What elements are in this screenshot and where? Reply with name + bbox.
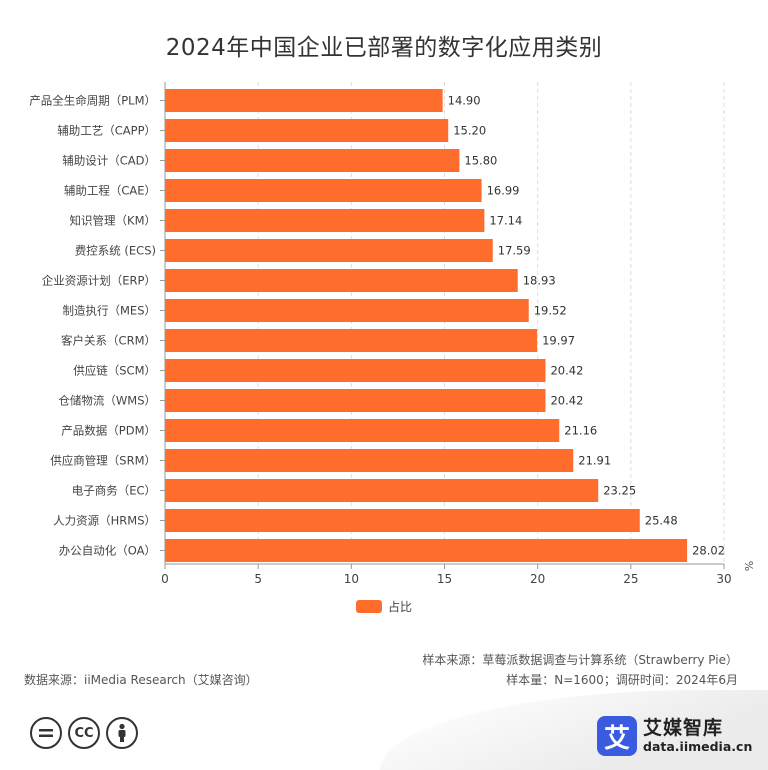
sample-size-note: 样本量：N=1600；调研时间：2024年6月 bbox=[506, 673, 738, 687]
value-label: 16.99 bbox=[487, 184, 520, 198]
iimedia-logo[interactable]: 艾 艾媒智库 data.iimedia.cn bbox=[597, 716, 752, 756]
bar bbox=[165, 479, 599, 502]
value-label: 21.16 bbox=[564, 424, 597, 438]
chart-title: 2024年中国企业已部署的数字化应用类别 bbox=[165, 35, 603, 61]
value-label: 25.48 bbox=[645, 514, 678, 528]
bar bbox=[165, 389, 546, 412]
cc-icon: CC bbox=[68, 717, 100, 749]
value-label: 19.97 bbox=[542, 334, 575, 348]
bar bbox=[165, 149, 460, 172]
category-label: 辅助设计（CAD） bbox=[62, 154, 156, 168]
bar bbox=[165, 179, 482, 202]
category-label: 费控系统 (ECS) bbox=[75, 244, 156, 258]
bar bbox=[165, 239, 493, 262]
bar bbox=[165, 119, 449, 142]
bar bbox=[165, 209, 485, 232]
value-label: 14.90 bbox=[448, 94, 481, 108]
category-label: 办公自动化（OA） bbox=[59, 544, 156, 558]
category-label: 知识管理（KM） bbox=[70, 214, 156, 228]
x-tick-label: 25 bbox=[623, 572, 638, 586]
value-label: 15.20 bbox=[453, 124, 486, 138]
value-label: 19.52 bbox=[534, 304, 567, 318]
value-label: 23.25 bbox=[603, 484, 636, 498]
category-label: 供应链（SCM） bbox=[73, 364, 156, 378]
category-label: 产品全生命周期（PLM） bbox=[29, 94, 156, 108]
category-label: 产品数据（PDM） bbox=[61, 424, 156, 438]
bar bbox=[165, 419, 560, 442]
logo-mark-icon: 艾 bbox=[597, 716, 637, 756]
x-axis-unit: % bbox=[742, 561, 755, 571]
legend[interactable]: 占比 bbox=[356, 598, 412, 615]
value-label: 17.14 bbox=[489, 214, 522, 228]
license-icons: CC bbox=[30, 717, 138, 749]
category-label: 辅助工艺（CAPP） bbox=[57, 124, 156, 138]
legend-swatch bbox=[356, 600, 382, 613]
bar bbox=[165, 299, 529, 322]
value-label: 20.42 bbox=[550, 394, 583, 408]
value-label: 20.42 bbox=[550, 364, 583, 378]
category-label: 制造执行（MES） bbox=[63, 304, 157, 318]
value-label: 18.93 bbox=[523, 274, 556, 288]
x-tick-label: 20 bbox=[530, 572, 545, 586]
bar-chart: 14.90 15.20 15.80 16.99 17.14 17.59 18.93 19.52… bbox=[29, 82, 755, 586]
logo-name: 艾媒智库 bbox=[643, 717, 724, 739]
bar bbox=[165, 539, 688, 562]
x-tick-label: 30 bbox=[716, 572, 731, 586]
value-label: 21.91 bbox=[578, 454, 611, 468]
axes: 0 5 10 15 20 25 30% 产品全生命周期（PLM） 辅助工艺（CAPP） 辅助设计（… bbox=[29, 82, 755, 586]
bar bbox=[165, 269, 518, 292]
bar bbox=[165, 449, 574, 472]
x-tick-label: 15 bbox=[437, 572, 452, 586]
person-icon bbox=[106, 717, 138, 749]
value-label: 15.80 bbox=[464, 154, 497, 168]
bar bbox=[165, 89, 443, 112]
legend-label: 占比 bbox=[388, 600, 413, 614]
category-label: 辅助工程（CAE） bbox=[64, 184, 156, 198]
value-label: 28.02 bbox=[692, 544, 725, 558]
sample-source-note: 样本来源：草莓派数据调查与计算系统（Strawberry Pie） bbox=[422, 653, 738, 667]
logo-text: 艾媒智库 data.iimedia.cn bbox=[643, 717, 752, 755]
x-tick-label: 10 bbox=[344, 572, 359, 586]
x-tick-label: 0 bbox=[161, 572, 169, 586]
logo-url: data.iimedia.cn bbox=[643, 739, 753, 754]
equal-icon bbox=[30, 717, 62, 749]
bars: 14.90 15.20 15.80 16.99 17.14 17.59 18.93 19.52… bbox=[165, 89, 725, 562]
category-label: 仓储物流（WMS） bbox=[58, 394, 156, 408]
cc-icon-text: CC bbox=[74, 725, 94, 741]
category-label: 供应商管理（SRM） bbox=[50, 454, 156, 468]
bar bbox=[165, 359, 546, 382]
category-label: 电子商务（EC） bbox=[72, 484, 156, 498]
category-label: 企业资源计划（ERP） bbox=[42, 274, 156, 288]
x-tick-label: 5 bbox=[254, 572, 262, 586]
bar bbox=[165, 329, 538, 352]
bar bbox=[165, 509, 640, 532]
data-source-note: 数据来源：iiMedia Research（艾媒咨询） bbox=[24, 673, 258, 687]
value-label: 17.59 bbox=[498, 244, 531, 258]
category-label: 人力资源（HRMS） bbox=[53, 514, 156, 528]
category-label: 客户关系（CRM） bbox=[61, 334, 156, 348]
